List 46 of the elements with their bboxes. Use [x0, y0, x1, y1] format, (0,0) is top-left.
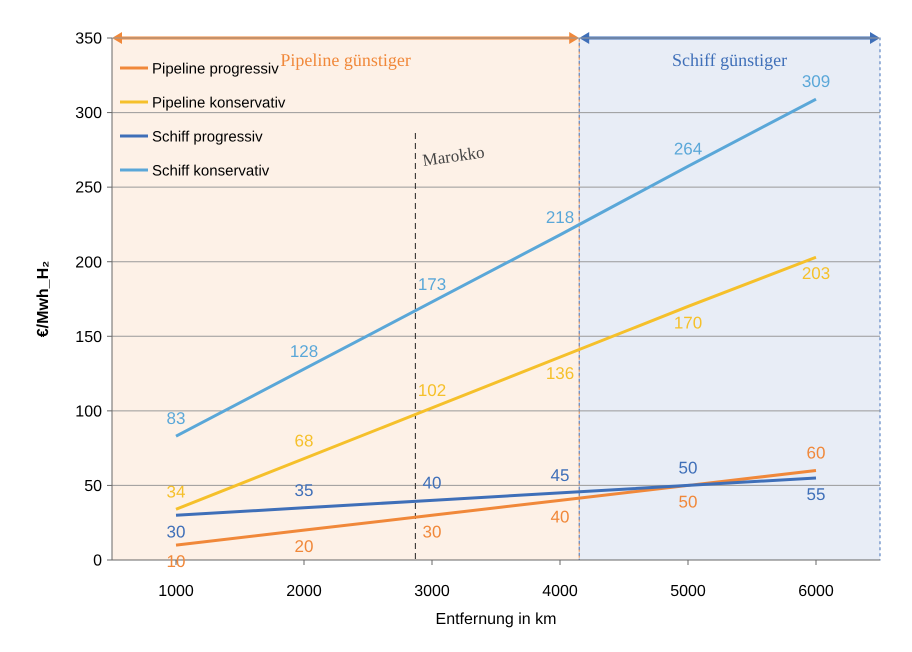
data-label: 136 [546, 364, 574, 384]
y-tick-label: 150 [75, 328, 102, 346]
x-axis-title: Entfernung in km [436, 611, 556, 628]
legend-label: Pipeline progressiv [152, 60, 280, 78]
x-tick-label: 2000 [286, 583, 322, 600]
data-label: 34 [166, 482, 186, 502]
x-tick-label: 1000 [158, 583, 194, 600]
data-label: 170 [674, 313, 702, 332]
legend-label: Schiff konservativ [152, 162, 270, 180]
band-label: Pipeline günstiger [280, 50, 411, 70]
data-label: 45 [550, 466, 570, 485]
x-tick-label: 3000 [414, 583, 450, 600]
y-tick-label: 0 [93, 552, 102, 570]
data-label: 30 [166, 522, 186, 542]
data-label: 173 [418, 274, 446, 294]
data-label: 128 [290, 342, 318, 362]
y-tick-label: 350 [75, 30, 102, 48]
data-label: 20 [294, 537, 314, 556]
data-label: 102 [418, 380, 446, 400]
data-label: 30 [422, 522, 442, 542]
data-label: 218 [546, 208, 574, 227]
x-tick-label: 5000 [670, 583, 706, 600]
y-tick-label: 200 [75, 254, 102, 272]
x-tick-label: 4000 [542, 583, 578, 600]
data-label: 68 [294, 432, 314, 451]
data-label: 40 [550, 507, 570, 526]
y-tick-label: 50 [84, 478, 102, 496]
legend-label: Pipeline konservativ [152, 94, 286, 112]
data-label: 60 [806, 444, 826, 463]
data-label: 309 [802, 72, 830, 92]
y-tick-label: 250 [75, 180, 102, 197]
ref-line-label: Marokko [421, 142, 486, 170]
band-label: Schiff günstiger [672, 50, 788, 70]
data-label: 264 [674, 139, 702, 158]
data-label: 203 [802, 264, 830, 284]
data-label: 35 [294, 480, 314, 500]
x-tick-label: 6000 [798, 583, 834, 600]
data-label: 55 [806, 484, 826, 504]
data-label: 40 [422, 473, 442, 492]
y-tick-label: 300 [75, 105, 102, 122]
y-tick-label: 100 [75, 403, 102, 420]
data-label: 50 [678, 492, 698, 512]
legend-label: Schiff progressiv [152, 128, 264, 146]
data-label: 83 [166, 409, 186, 428]
y-axis-title: €/Mwh_H₂ [35, 260, 52, 338]
data-label: 50 [678, 458, 698, 478]
